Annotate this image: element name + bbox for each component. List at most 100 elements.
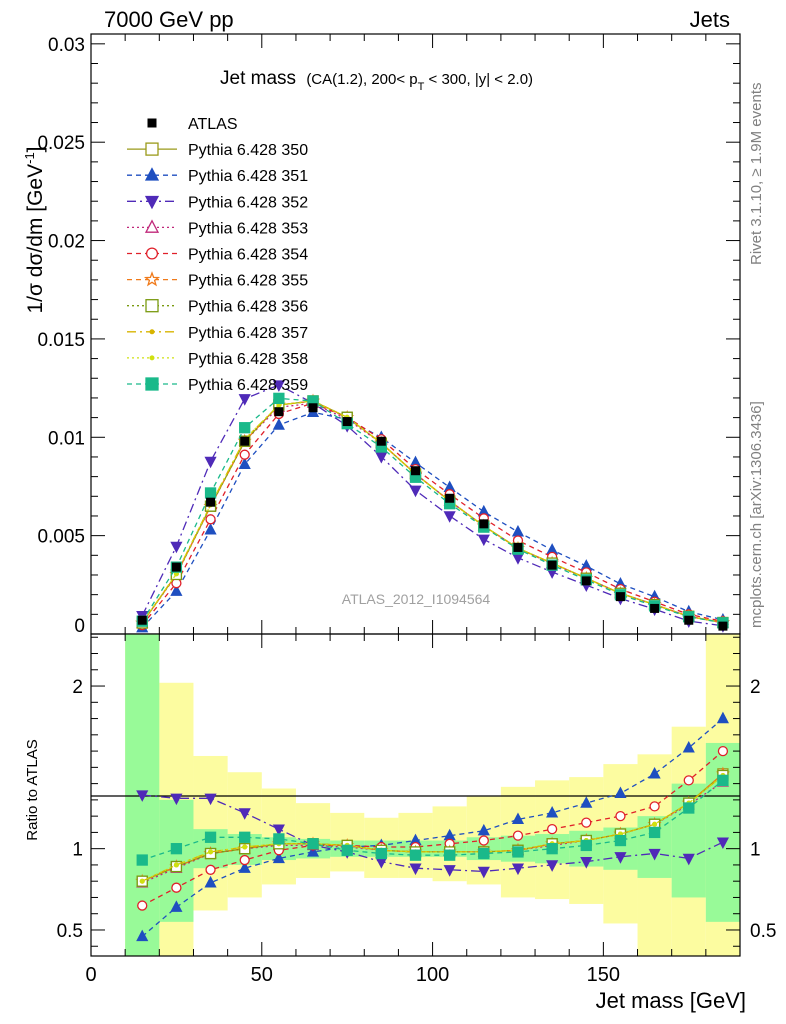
main-series-1-point-1	[170, 584, 183, 596]
ratio-series-line-2	[142, 794, 724, 873]
ratio-plot-panel: 0 50 100 150 0.5 0.5 1 1 2 2 Ratio to ATLAS Jet m…	[24, 633, 776, 1013]
ratio-series-2-point-15-shape	[648, 848, 661, 861]
main-series-2-point-8-shape	[409, 485, 422, 498]
ratio-series-2-point-14	[614, 852, 627, 864]
ratio-series-1-point-15	[648, 766, 661, 779]
legend-marker-3-shape	[144, 219, 160, 233]
ratio-series-4-point-14-shape	[615, 810, 626, 822]
ratio-series-4-point-17	[717, 745, 729, 757]
ratio-series-9-point-13-shape	[580, 839, 592, 852]
ratio-series-2-point-11	[511, 863, 525, 876]
main-series-line-6	[141, 400, 724, 624]
ratio-series-9-point-15-shape	[648, 826, 661, 839]
ratio-series-line-4	[141, 750, 724, 907]
main-y-tick-label-5: 0.025	[37, 133, 85, 154]
ratio-series-2-point-10-shape	[477, 866, 490, 879]
legend-label-9: Pythia 6.428 359	[188, 377, 308, 394]
ratio-series-1-point-13	[580, 796, 593, 808]
ratio-series-9-point-12-shape	[546, 843, 558, 855]
legend-label-2: Pythia 6.428 352	[188, 194, 308, 211]
ratio-series-9-point-2	[204, 831, 217, 843]
legend-marker-9-shape	[145, 377, 159, 391]
mcplots-label: mcplots.cern.ch [arXiv:1306.3436]	[748, 401, 765, 628]
ratio-series-4-point-11	[512, 830, 524, 841]
ratio-y-tick-label-0: 0.5	[57, 921, 83, 942]
ratio-y-tick-label-right-1: 1	[750, 840, 761, 861]
main-series-9-point-2	[204, 487, 217, 499]
ylabel-end: ]	[24, 146, 47, 152]
main-series-1-point-4	[272, 418, 285, 430]
ratio-series-9-point-0-shape	[136, 854, 148, 866]
ratio-series-1-point-0-shape	[136, 929, 149, 942]
ratio-series-9-point-10-shape	[478, 847, 490, 860]
legend-label-5: Pythia 6.428 355	[188, 273, 308, 290]
main-y-tick-label-3: 0.015	[37, 330, 85, 351]
ratio-series-9-point-17-shape	[717, 774, 729, 787]
legend-marker-5	[143, 271, 161, 287]
ratio-series-4-point-3	[239, 854, 250, 866]
ratio-series-line-9	[141, 779, 724, 861]
main-series-line-7	[141, 400, 724, 624]
legend-marker-4-shape	[145, 247, 159, 260]
legend-marker-8	[149, 355, 155, 361]
ratio-series-4-point-12	[546, 824, 558, 835]
main-series-1-point-1-shape	[170, 584, 183, 596]
main-series-2-point-8	[409, 485, 422, 498]
ratio-series-4-point-2-shape	[205, 864, 216, 875]
ratio-series-1-point-11	[511, 812, 525, 825]
ratio-series-9-point-1	[170, 843, 183, 855]
ratio-series-4-point-11-shape	[512, 830, 524, 841]
ratio-series-2-point-9	[443, 865, 456, 877]
atlas-data-point-12	[547, 560, 557, 570]
ratio-series-9-point-10	[478, 847, 490, 860]
main-series-2-point-9	[443, 511, 456, 523]
main-series-9-point-3-shape	[239, 422, 251, 434]
ratio-series-1-point-1	[170, 900, 183, 912]
ratio-series-1-point-0	[136, 929, 149, 942]
ratio-series-4-point-13-shape	[581, 817, 592, 828]
ratio-series-8-point-1	[173, 862, 179, 868]
ratio-series-2-point-4-shape	[272, 824, 285, 837]
title-detail-sub: T	[418, 81, 425, 93]
ratio-series-9-point-17	[717, 774, 729, 787]
ratio-series-4-point-15-shape	[649, 801, 660, 812]
ratio-series-8-point-15	[652, 821, 658, 827]
ratio-series-9-point-9-shape	[444, 849, 456, 861]
ratio-series-8-point-3	[242, 844, 248, 850]
main-watermark: ATLAS_2012_I1094564	[342, 591, 491, 607]
ratio-series-4-point-1-shape	[171, 882, 182, 893]
legend-marker-0-shape	[145, 142, 159, 156]
main-series-line-0	[141, 400, 724, 624]
ratio-series-8-point-0-shape	[139, 878, 145, 884]
ratio-series-8-point-2	[208, 849, 214, 855]
ratio-series-4-point-12-shape	[546, 824, 558, 835]
ratio-series-1-point-3	[238, 861, 251, 873]
title-detail-b: < 300, |y| < 2.0)	[424, 71, 533, 88]
main-series-2-point-3	[238, 394, 251, 406]
main-series-9-point-3	[239, 422, 251, 434]
ratio-series-4-point-10	[478, 835, 489, 846]
ratio-series-2-point-4	[272, 824, 285, 837]
legend-marker-6	[145, 299, 159, 313]
main-series-1-point-2	[204, 522, 217, 535]
ratio-series-9-point-6	[341, 844, 353, 856]
ylabel-sup: -1	[22, 152, 37, 164]
ratio-series-2-point-8	[409, 863, 422, 876]
main-series-1-point-3	[238, 457, 251, 469]
atlas-data-point-4	[274, 407, 284, 417]
main-series-line-9	[141, 397, 724, 624]
ratio-series-9-point-5	[307, 838, 319, 850]
ratio-series-9-point-5-shape	[307, 838, 319, 850]
atlas-data-point-11	[513, 542, 523, 552]
ratio-series-9-point-7-shape	[375, 847, 387, 860]
ratio-series-9-point-12	[546, 843, 558, 855]
ratio-series-2-point-2-shape	[204, 793, 217, 806]
title-main: Jet mass	[220, 68, 296, 89]
ratio-axis-ticks: 0 50 100 150 0.5 0.5 1 1 2 2	[57, 634, 776, 986]
ratio-series-1-point-12-shape	[546, 805, 559, 818]
main-series-line-8	[141, 400, 724, 624]
ratio-series-2-point-17-shape	[716, 837, 729, 850]
ratio-series-2-point-10	[477, 866, 490, 879]
ratio-series-8-point-3-shape	[242, 844, 248, 850]
ratio-series-9-point-4-shape	[273, 833, 285, 845]
